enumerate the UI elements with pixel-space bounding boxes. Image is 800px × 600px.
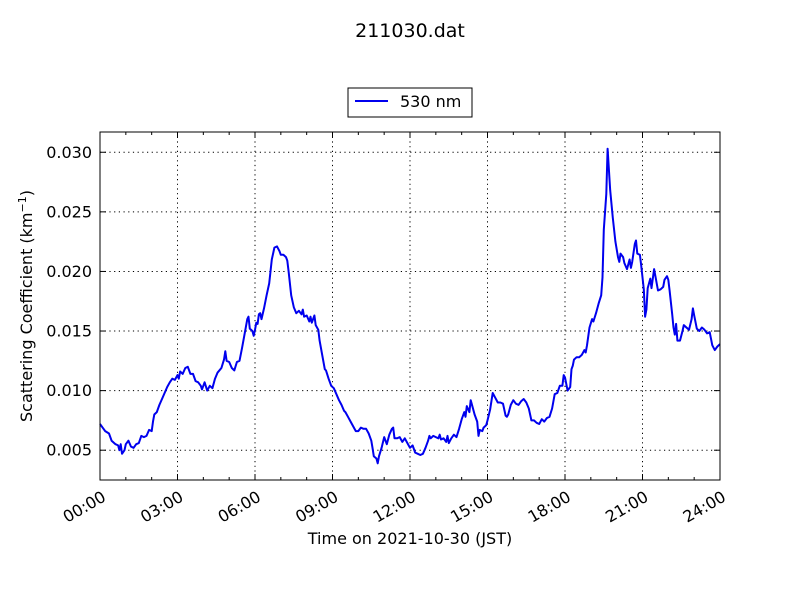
y-axis-label: Scattering Coefficient (km−1) — [16, 190, 36, 422]
y-axis: 0.005 0.010 0.015 0.020 0.025 0.030 — [46, 143, 720, 460]
y-tick-label: 0.010 — [46, 381, 92, 400]
series-line-530nm — [99, 147, 721, 465]
y-tick-label: 0.015 — [46, 322, 92, 341]
y-tick-label: 0.025 — [46, 202, 92, 221]
y-axis-label-main: Scattering Coefficient (km — [17, 212, 36, 422]
y-tick-label: 0.030 — [46, 143, 92, 162]
y-tick-label: 0.005 — [46, 441, 92, 460]
legend-entry-530nm: 530 nm — [400, 92, 461, 111]
x-axis-label: Time on 2021-10-30 (JST) — [307, 529, 512, 548]
legend: 530 nm — [347, 87, 473, 118]
y-tick-label: 0.020 — [46, 262, 92, 281]
y-axis-label-close: ) — [17, 190, 36, 196]
chart-title: 211030.dat — [355, 20, 465, 42]
grid-lines — [100, 132, 720, 480]
series-layer — [99, 147, 721, 465]
y-axis-label-superscript: −1 — [16, 196, 29, 212]
legend-box — [347, 87, 473, 118]
